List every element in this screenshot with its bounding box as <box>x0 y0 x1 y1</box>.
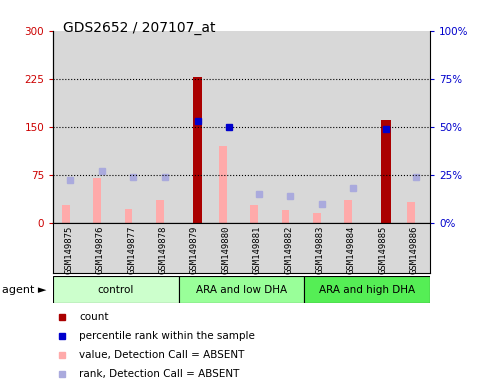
Text: GSM149882: GSM149882 <box>284 225 293 273</box>
Bar <box>125 209 132 223</box>
Text: value, Detection Call = ABSENT: value, Detection Call = ABSENT <box>79 350 244 360</box>
Bar <box>179 31 210 223</box>
Text: GSM149881: GSM149881 <box>253 225 262 273</box>
Text: ARA and high DHA: ARA and high DHA <box>319 285 415 295</box>
Bar <box>179 276 304 303</box>
Text: percentile rank within the sample: percentile rank within the sample <box>79 331 255 341</box>
Bar <box>336 31 367 223</box>
Text: GSM149886: GSM149886 <box>410 225 419 273</box>
Text: GSM149877: GSM149877 <box>127 225 136 273</box>
Text: GSM149879: GSM149879 <box>190 225 199 273</box>
Text: GSM149876: GSM149876 <box>96 225 105 273</box>
Bar <box>93 178 101 223</box>
Bar <box>304 276 430 303</box>
Bar <box>313 213 321 223</box>
Text: GSM149883: GSM149883 <box>315 225 325 273</box>
Bar <box>219 146 227 223</box>
Text: agent ►: agent ► <box>2 285 47 295</box>
Bar <box>407 202 415 223</box>
Text: count: count <box>79 312 108 322</box>
Bar <box>193 77 202 223</box>
Text: GSM149885: GSM149885 <box>378 225 387 273</box>
Bar <box>381 120 391 223</box>
Bar <box>62 205 70 223</box>
Bar <box>85 31 116 223</box>
Bar <box>242 31 273 223</box>
Text: GSM149884: GSM149884 <box>347 225 356 273</box>
Text: GDS2652 / 207107_at: GDS2652 / 207107_at <box>63 21 215 35</box>
Bar <box>250 205 258 223</box>
Text: control: control <box>98 285 134 295</box>
Bar <box>282 210 289 223</box>
Bar <box>367 31 398 223</box>
Bar <box>398 31 430 223</box>
Bar <box>210 31 242 223</box>
Text: GSM149880: GSM149880 <box>221 225 230 273</box>
Bar <box>53 31 85 223</box>
Text: rank, Detection Call = ABSENT: rank, Detection Call = ABSENT <box>79 369 239 379</box>
Bar <box>53 276 179 303</box>
Bar <box>344 200 352 223</box>
Bar <box>156 200 164 223</box>
Bar <box>273 31 304 223</box>
Bar <box>147 31 179 223</box>
Text: GSM149878: GSM149878 <box>158 225 168 273</box>
Bar <box>304 31 336 223</box>
Text: ARA and low DHA: ARA and low DHA <box>196 285 287 295</box>
Text: GSM149875: GSM149875 <box>64 225 73 273</box>
Bar <box>116 31 147 223</box>
